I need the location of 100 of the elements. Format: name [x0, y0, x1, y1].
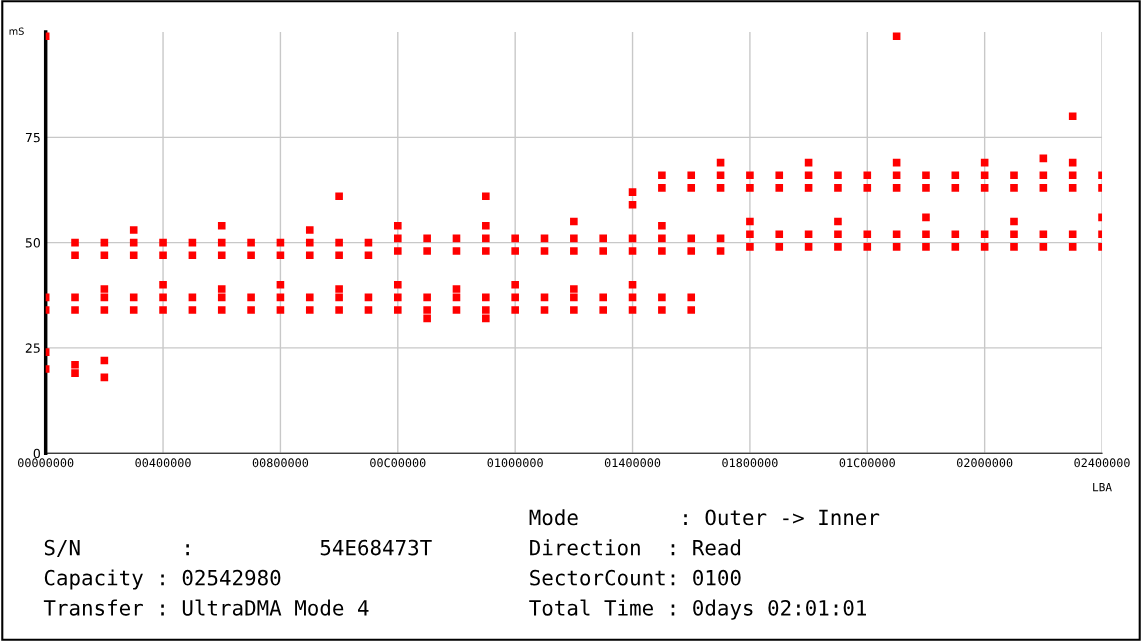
point — [570, 293, 578, 302]
point — [892, 230, 901, 238]
point — [687, 247, 696, 255]
point — [628, 306, 637, 314]
x-axis-title: LBA — [1093, 483, 1112, 492]
point — [247, 306, 255, 314]
x-tick-label: 02000000 — [957, 458, 1013, 468]
point — [393, 306, 402, 314]
point — [980, 230, 989, 238]
point — [511, 293, 519, 302]
text: Mode : Outer -> Inner — [529, 509, 880, 526]
point — [1068, 230, 1077, 238]
point — [305, 226, 314, 234]
point — [217, 293, 226, 302]
point — [423, 293, 431, 302]
point — [922, 243, 930, 251]
point — [804, 184, 813, 192]
x-tick-label: 02400000 — [1074, 458, 1130, 468]
point — [1010, 230, 1018, 238]
point — [129, 306, 138, 314]
point — [482, 247, 490, 255]
point — [658, 234, 666, 243]
point — [570, 217, 578, 226]
point — [393, 280, 402, 289]
point — [452, 285, 461, 293]
point — [628, 247, 637, 255]
point — [834, 243, 842, 251]
point — [305, 306, 314, 314]
point — [335, 192, 343, 201]
point — [658, 247, 666, 255]
text: Direction : Read — [530, 539, 741, 556]
x-tick-label: 00400000 — [135, 458, 191, 468]
point — [834, 230, 842, 238]
point — [540, 306, 549, 314]
point — [863, 230, 872, 238]
point — [1039, 184, 1048, 192]
point — [658, 171, 666, 180]
point — [100, 251, 109, 260]
point — [393, 221, 402, 230]
point — [393, 234, 402, 243]
y-tick-label: 75 — [25, 132, 40, 143]
x-tick-label: 00000000 — [18, 458, 74, 468]
point — [922, 213, 930, 222]
point — [951, 184, 960, 192]
point — [775, 243, 784, 251]
point — [1039, 171, 1048, 180]
x-tick-label: 01400000 — [604, 458, 661, 468]
point — [775, 230, 784, 238]
point — [892, 171, 901, 180]
point — [335, 293, 343, 302]
point — [658, 184, 666, 192]
point — [188, 306, 197, 314]
point — [1068, 184, 1077, 192]
point — [247, 293, 255, 302]
point — [511, 247, 519, 255]
x-tick-label: 00800000 — [252, 458, 309, 468]
point — [188, 251, 197, 260]
point — [423, 306, 431, 314]
point — [951, 171, 960, 180]
point — [570, 285, 578, 293]
point — [1039, 230, 1048, 238]
point — [217, 306, 226, 314]
point — [511, 234, 519, 243]
point — [716, 184, 725, 192]
point — [482, 192, 490, 201]
point — [658, 306, 666, 314]
point — [804, 230, 813, 238]
point — [335, 285, 343, 293]
point — [980, 243, 989, 251]
point — [658, 221, 666, 230]
point — [129, 238, 138, 247]
point — [217, 221, 226, 230]
point — [129, 293, 138, 302]
point — [599, 234, 607, 243]
point — [511, 280, 519, 289]
x-tick-label: 00C00000 — [370, 458, 426, 468]
point — [1010, 171, 1018, 180]
text: Capacity : 02542980 — [44, 569, 281, 590]
point — [305, 251, 314, 260]
y-tick-label: 0 — [33, 448, 40, 459]
point — [775, 184, 784, 192]
point — [570, 234, 578, 243]
point — [71, 238, 79, 247]
point — [247, 251, 255, 260]
point — [423, 247, 431, 255]
point — [482, 234, 490, 243]
point — [892, 243, 901, 251]
point — [364, 306, 373, 314]
point — [951, 243, 960, 251]
point — [71, 369, 79, 377]
point — [746, 230, 754, 238]
point — [804, 243, 813, 251]
point — [922, 171, 930, 180]
point — [159, 293, 167, 302]
point — [159, 280, 167, 289]
point — [599, 247, 607, 255]
text: S/N : 54E68473T — [44, 539, 432, 558]
point — [834, 171, 842, 180]
point — [1068, 243, 1077, 251]
point — [100, 306, 109, 314]
